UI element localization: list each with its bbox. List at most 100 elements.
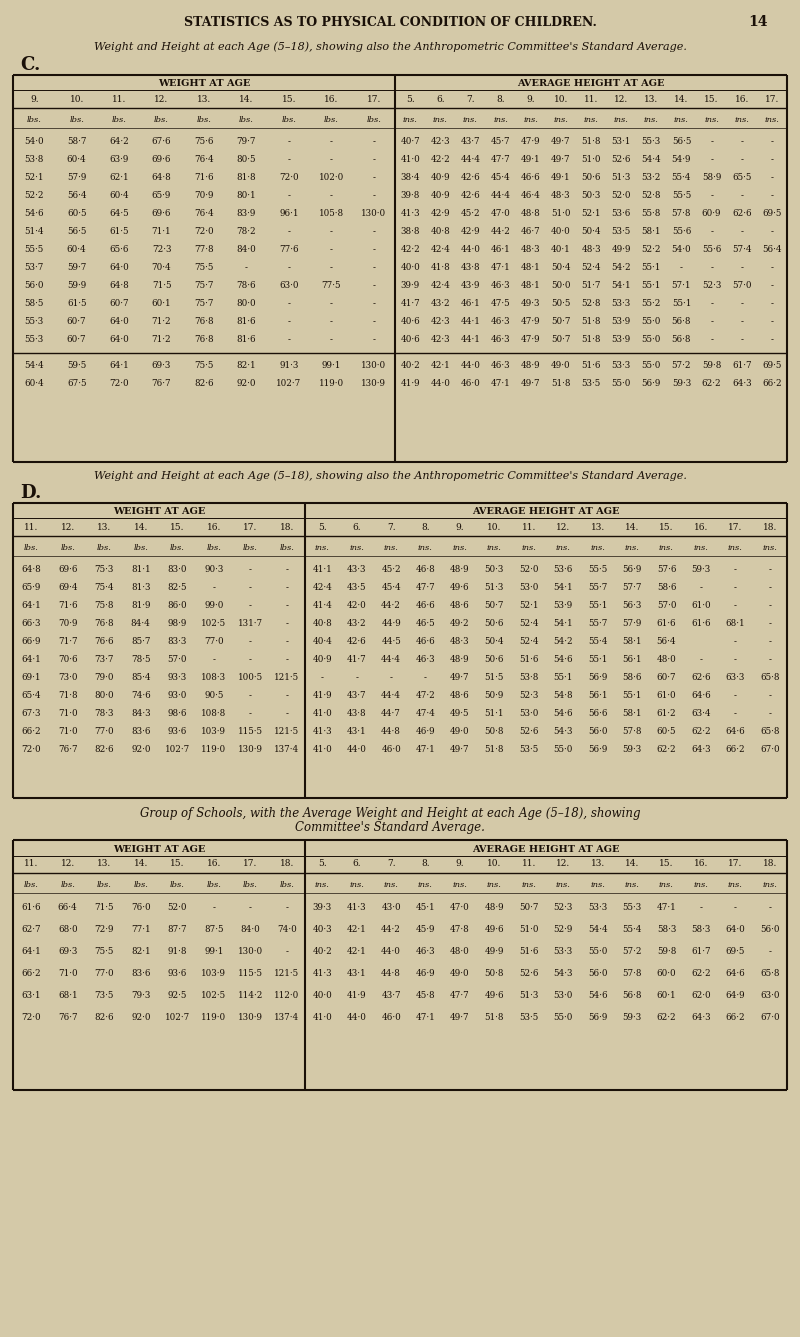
Text: 47·7: 47·7	[416, 583, 435, 592]
Text: 12.: 12.	[61, 523, 75, 532]
Text: 62·6: 62·6	[691, 674, 710, 682]
Text: Weight and Height at each Age (5–18), showing also the Anthropometric Committee': Weight and Height at each Age (5–18), sh…	[94, 471, 686, 481]
Text: 91·8: 91·8	[167, 948, 187, 956]
Text: 43·8: 43·8	[461, 263, 480, 273]
Text: 52·1: 52·1	[519, 602, 538, 611]
Text: 38·8: 38·8	[400, 227, 420, 237]
Text: lbs.: lbs.	[134, 544, 148, 552]
Text: 53·8: 53·8	[25, 155, 44, 164]
Text: 80·0: 80·0	[237, 299, 256, 309]
Text: -: -	[699, 583, 702, 592]
Text: -: -	[770, 336, 774, 345]
Text: 12.: 12.	[154, 95, 169, 104]
Text: 103·9: 103·9	[202, 727, 226, 737]
Text: 12.: 12.	[61, 860, 75, 869]
Text: 55·7: 55·7	[588, 619, 607, 628]
Text: Committee's Standard Average.: Committee's Standard Average.	[295, 821, 485, 833]
Text: 41·9: 41·9	[400, 378, 420, 388]
Text: 82·1: 82·1	[237, 361, 256, 370]
Text: 39·9: 39·9	[401, 282, 420, 290]
Text: 72·3: 72·3	[152, 246, 171, 254]
Text: -: -	[740, 138, 743, 147]
Text: 40·4: 40·4	[312, 638, 332, 647]
Text: 43·1: 43·1	[347, 727, 366, 737]
Text: -: -	[699, 655, 702, 664]
Text: 92·0: 92·0	[237, 378, 256, 388]
Text: 16.: 16.	[324, 95, 338, 104]
Text: 82·6: 82·6	[94, 1013, 114, 1023]
Text: ins.: ins.	[765, 116, 779, 124]
Text: 58·3: 58·3	[691, 925, 710, 935]
Text: 77·1: 77·1	[131, 925, 150, 935]
Text: 64·6: 64·6	[691, 691, 711, 701]
Text: 56·9: 56·9	[588, 746, 607, 754]
Text: 93·3: 93·3	[168, 674, 187, 682]
Text: 79·0: 79·0	[94, 674, 114, 682]
Text: -: -	[770, 227, 774, 237]
Text: -: -	[734, 710, 737, 718]
Text: 52·8: 52·8	[642, 191, 661, 201]
Text: 50·0: 50·0	[551, 282, 570, 290]
Text: -: -	[740, 263, 743, 273]
Text: 47·1: 47·1	[416, 1013, 435, 1023]
Text: 55·1: 55·1	[642, 263, 661, 273]
Text: 42·9: 42·9	[461, 227, 480, 237]
Text: 42·6: 42·6	[461, 191, 480, 201]
Text: 72·9: 72·9	[94, 925, 114, 935]
Text: 77·6: 77·6	[279, 246, 298, 254]
Text: 52·6: 52·6	[611, 155, 631, 164]
Text: 68·1: 68·1	[726, 619, 745, 628]
Text: 59·7: 59·7	[67, 263, 86, 273]
Text: 51·8: 51·8	[485, 746, 504, 754]
Text: 46·0: 46·0	[381, 746, 401, 754]
Text: 54·3: 54·3	[554, 727, 573, 737]
Text: 57·1: 57·1	[672, 282, 691, 290]
Text: 61·5: 61·5	[110, 227, 129, 237]
Text: 54·9: 54·9	[672, 155, 691, 164]
Text: ins.: ins.	[350, 544, 364, 552]
Text: 56·0: 56·0	[588, 969, 607, 979]
Text: 49·7: 49·7	[551, 155, 570, 164]
Text: 77·0: 77·0	[94, 727, 114, 737]
Text: 64·6: 64·6	[726, 727, 746, 737]
Text: ins.: ins.	[625, 544, 639, 552]
Text: 40·7: 40·7	[400, 138, 420, 147]
Text: 17.: 17.	[765, 95, 779, 104]
Text: 59·8: 59·8	[657, 948, 676, 956]
Text: 102·7: 102·7	[165, 1013, 190, 1023]
Text: lbs.: lbs.	[324, 116, 338, 124]
Text: 79·3: 79·3	[131, 992, 150, 1000]
Text: 48·9: 48·9	[450, 566, 470, 575]
Text: 84·3: 84·3	[131, 710, 150, 718]
Text: 64·6: 64·6	[726, 969, 746, 979]
Text: 46·3: 46·3	[490, 282, 510, 290]
Text: 60·4: 60·4	[24, 378, 44, 388]
Text: -: -	[287, 191, 290, 201]
Text: 63·0: 63·0	[760, 992, 779, 1000]
Text: 42·1: 42·1	[430, 361, 450, 370]
Text: ins.: ins.	[590, 544, 605, 552]
Text: 71·0: 71·0	[58, 710, 78, 718]
Text: 130·0: 130·0	[362, 210, 386, 218]
Text: 42·3: 42·3	[430, 336, 450, 345]
Text: 46·3: 46·3	[416, 948, 435, 956]
Text: 69·5: 69·5	[762, 210, 782, 218]
Text: 46·3: 46·3	[490, 317, 510, 326]
Text: 18.: 18.	[279, 860, 294, 869]
Text: 49·1: 49·1	[521, 155, 541, 164]
Text: 54·2: 54·2	[611, 263, 631, 273]
Text: 15.: 15.	[704, 95, 719, 104]
Text: 59·9: 59·9	[67, 282, 86, 290]
Text: -: -	[249, 602, 252, 611]
Text: 40·6: 40·6	[400, 336, 420, 345]
Text: 61·7: 61·7	[691, 948, 710, 956]
Text: -: -	[734, 566, 737, 575]
Text: -: -	[286, 948, 288, 956]
Text: 54·4: 54·4	[642, 155, 661, 164]
Text: 43·7: 43·7	[382, 992, 401, 1000]
Text: 74·6: 74·6	[131, 691, 150, 701]
Text: 51·8: 51·8	[582, 317, 601, 326]
Text: 69·3: 69·3	[58, 948, 78, 956]
Text: 45·4: 45·4	[381, 583, 401, 592]
Text: 49·0: 49·0	[450, 727, 470, 737]
